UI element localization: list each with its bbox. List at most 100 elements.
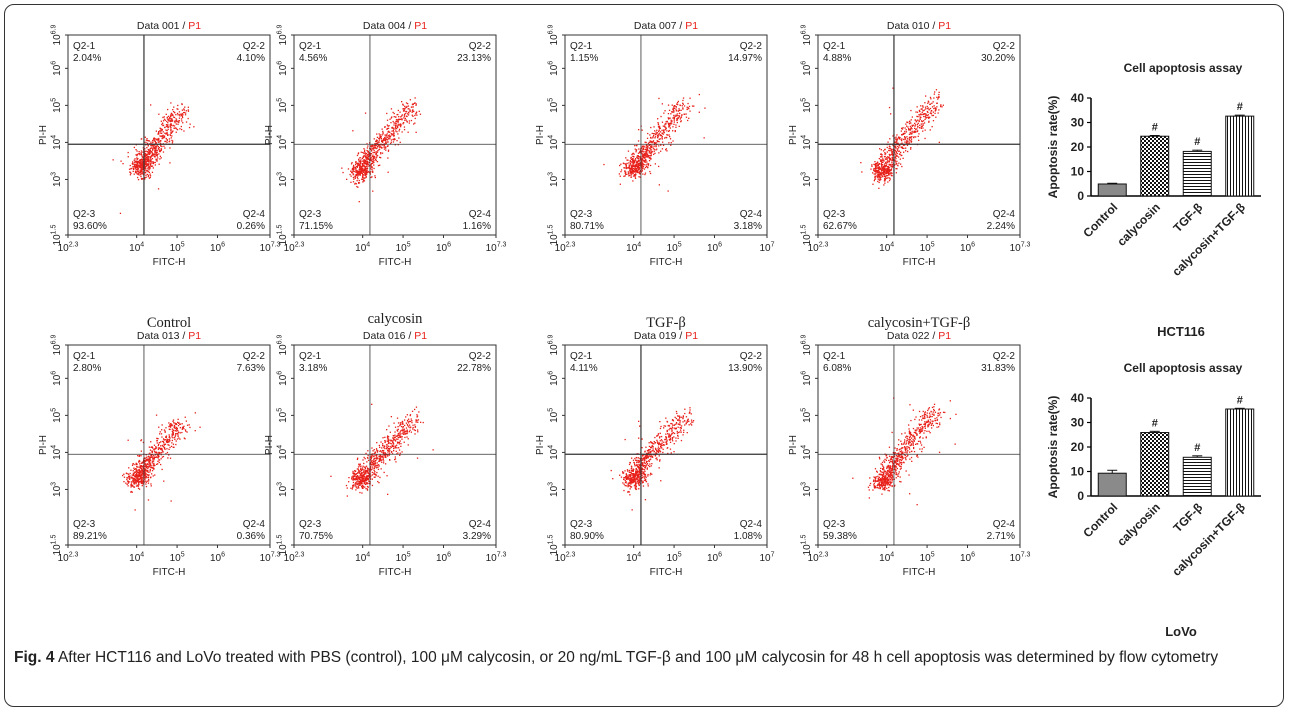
chart-y-tick-label: 20	[1071, 140, 1085, 154]
plot-title: Data 010 / P1	[887, 20, 951, 32]
x-tick-label: 106	[707, 552, 722, 565]
bar	[1097, 472, 1127, 497]
figure-caption: Fig. 4 After HCT116 and LoVo treated wit…	[14, 647, 1276, 669]
plot-frame	[817, 344, 1021, 546]
q3-label: Q2-3	[570, 519, 593, 530]
y-axis-title: PI-H	[788, 125, 799, 145]
figure-frame	[4, 4, 1284, 707]
y-tick-label: 103	[548, 172, 561, 187]
x-tick-label: 107.3	[1010, 552, 1031, 565]
flow-plot-2: Data 004 / P1 Q2-14.56% Q2-223.13% Q2-371.1…	[264, 20, 507, 268]
q3-label: Q2-3	[299, 519, 322, 530]
y-tick-label: 106.9	[277, 24, 290, 45]
flow-plot-4: Data 010 / P1 Q2-14.88% Q2-230.20% Q2-362.6…	[788, 20, 1031, 268]
y-tick-label: 103	[801, 172, 814, 187]
x-tick-label: 105	[920, 552, 935, 565]
q4-value: 3.18%	[734, 221, 762, 232]
y-tick-label: 101.5	[277, 224, 290, 245]
q1-value: 4.88%	[823, 53, 851, 64]
chart-y-tick-label: 30	[1071, 416, 1085, 430]
x-tick-label: 107.3	[260, 242, 281, 255]
q3-value: 59.38%	[823, 531, 857, 542]
significance-mark: #	[1152, 417, 1158, 429]
significance-mark: #	[1237, 394, 1243, 406]
plot-title: Data 001 / P1	[137, 20, 201, 32]
x-axis-title: FITC-H	[903, 567, 936, 578]
plot-title: Data 016 / P1	[363, 330, 427, 342]
x-axis-title: FITC-H	[650, 257, 683, 268]
column-label-2: calycosin	[368, 311, 424, 327]
q3-value: 80.71%	[570, 221, 604, 232]
x-tick-label: 107.3	[486, 242, 507, 255]
q1-label: Q2-1	[73, 41, 96, 52]
q3-label: Q2-3	[823, 519, 846, 530]
plot-frame	[817, 34, 1021, 236]
y-tick-label: 103	[277, 482, 290, 497]
x-tick-label: 105	[667, 242, 682, 255]
x-tick-label: 102.3	[555, 242, 576, 255]
scatter-dots	[610, 407, 695, 511]
q3-value: 62.67%	[823, 221, 857, 232]
x-tick-label: 106	[210, 242, 225, 255]
q2-value: 22.78%	[457, 363, 491, 374]
chart-y-tick-label: 40	[1071, 391, 1085, 405]
x-tick-label: 104	[355, 242, 370, 255]
y-tick-label: 101.5	[548, 534, 561, 555]
y-tick-label: 105	[801, 98, 814, 113]
flow-plot-6: Data 016 / P1 Q2-13.18% Q2-222.78% Q2-370.7…	[264, 330, 507, 578]
significance-mark: #	[1152, 121, 1158, 133]
plot-frame	[564, 344, 768, 546]
caption-text: After HCT116 and LoVo treated with PBS (…	[57, 649, 1219, 666]
q4-label: Q2-4	[993, 209, 1016, 220]
q1-label: Q2-1	[570, 41, 593, 52]
q1-label: Q2-1	[570, 351, 593, 362]
scatter-dots	[852, 397, 957, 506]
x-tick-label: 105	[170, 242, 185, 255]
y-tick-label: 101.5	[51, 534, 64, 555]
x-tick-label: 102.3	[555, 552, 576, 565]
x-tick-label: 106	[960, 242, 975, 255]
q3-value: 71.15%	[299, 221, 333, 232]
q1-label: Q2-1	[299, 41, 322, 52]
q2-label: Q2-2	[469, 351, 492, 362]
y-tick-label: 106	[277, 61, 290, 76]
x-tick-label: 105	[170, 552, 185, 565]
chart-y-tick-label: 0	[1077, 189, 1084, 203]
q4-label: Q2-4	[243, 519, 266, 530]
chart-y-label: Apoptosis rate(%)	[1046, 396, 1060, 499]
chart-y-tick-label: 10	[1071, 165, 1085, 179]
q3-value: 89.21%	[73, 531, 107, 542]
q2-label: Q2-2	[740, 351, 763, 362]
x-tick-label: 104	[129, 552, 144, 565]
bar-chart-1: Cell apoptosis assay Apoptosis rate(%) 0 10…	[1046, 61, 1261, 339]
x-tick-label: 106	[436, 552, 451, 565]
q4-value: 1.16%	[463, 221, 491, 232]
y-tick-label: 105	[51, 98, 64, 113]
q1-value: 3.18%	[299, 363, 327, 374]
scatter-dots	[122, 412, 201, 511]
q1-value: 4.56%	[299, 53, 327, 64]
y-tick-label: 105	[51, 408, 64, 423]
plot-title: Data 007 / P1	[634, 20, 698, 32]
y-tick-label: 104	[801, 135, 814, 150]
y-tick-label: 101.5	[51, 224, 64, 245]
q1-label: Q2-1	[299, 351, 322, 362]
chart-y-tick-label: 10	[1071, 465, 1085, 479]
y-tick-label: 104	[801, 445, 814, 460]
q4-value: 0.26%	[237, 221, 265, 232]
y-tick-label: 101.5	[548, 224, 561, 245]
x-tick-label: 107.3	[260, 552, 281, 565]
y-tick-label: 105	[548, 408, 561, 423]
scatter-dots	[860, 87, 944, 189]
scatter-dots	[112, 102, 195, 214]
y-tick-label: 103	[548, 482, 561, 497]
x-axis-title: FITC-H	[379, 257, 412, 268]
q4-value: 1.08%	[734, 531, 762, 542]
x-tick-label: 106	[707, 242, 722, 255]
q1-value: 4.11%	[570, 363, 598, 374]
y-axis-title: PI-H	[38, 435, 49, 455]
y-tick-label: 106.9	[51, 334, 64, 355]
caption-label: Fig. 4	[14, 649, 55, 666]
plot-title: Data 022 / P1	[887, 330, 951, 342]
y-tick-label: 105	[277, 98, 290, 113]
